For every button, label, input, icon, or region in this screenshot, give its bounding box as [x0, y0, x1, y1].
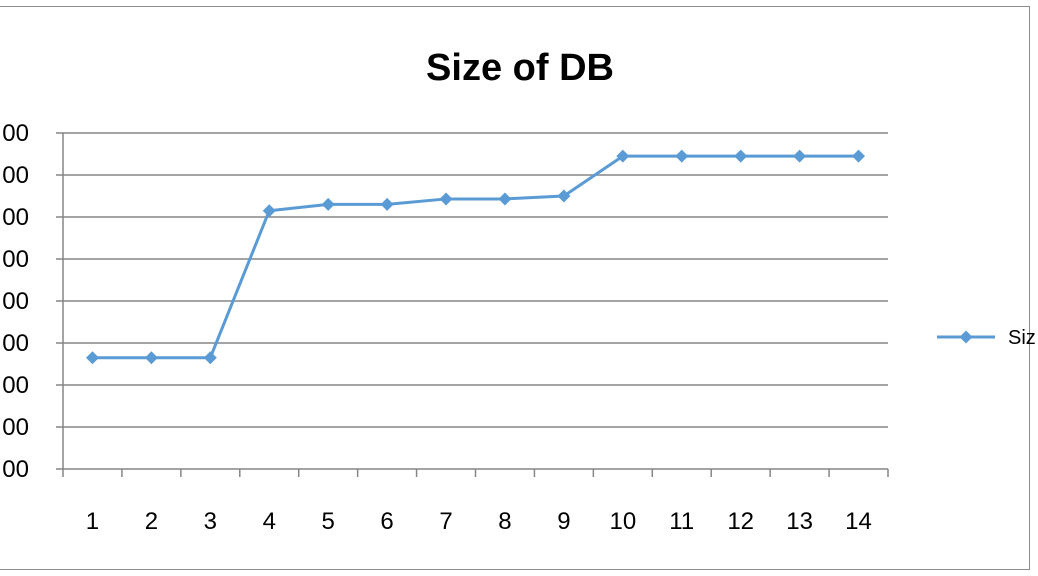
- chart-title: Size of DB: [426, 47, 614, 89]
- x-tick-label: 13: [786, 508, 813, 535]
- legend-label: Siz: [1008, 327, 1036, 349]
- data-point: [734, 149, 748, 163]
- x-tick-label: 6: [380, 508, 393, 535]
- y-tick-label: 00: [2, 456, 29, 483]
- y-tick-label: 00: [2, 204, 29, 231]
- x-tick-label: 11: [669, 508, 694, 535]
- y-tick-label: 00: [2, 372, 29, 399]
- y-tick-label: 00: [2, 414, 29, 441]
- x-tick-labels: 1 2 3 4 5 6 7 8 9 10 11 12 13 14: [86, 508, 872, 535]
- x-tick-label: 5: [321, 508, 334, 535]
- data-point: [439, 192, 453, 206]
- data-point: [852, 149, 866, 163]
- x-tick-label: 1: [86, 508, 99, 535]
- legend-marker: [959, 330, 973, 344]
- x-tick-label: 14: [845, 508, 872, 535]
- data-point: [144, 351, 158, 365]
- y-tick-label: 00: [2, 288, 29, 315]
- y-tick-labels: 00 00 00 00 00 00 00 00 00: [2, 120, 29, 483]
- data-point: [321, 197, 335, 211]
- x-tick-label: 3: [204, 508, 217, 535]
- x-tick-label: 12: [727, 508, 754, 535]
- series-line: [92, 154, 859, 360]
- data-point: [557, 189, 571, 203]
- data-point: [262, 204, 276, 218]
- data-point: [616, 149, 630, 163]
- data-point: [675, 149, 689, 163]
- data-point: [380, 197, 394, 211]
- x-tick-label: 8: [498, 508, 511, 535]
- y-tick-label: 00: [2, 162, 29, 189]
- data-point: [498, 192, 512, 206]
- grid-layer: [63, 132, 888, 428]
- y-tick-label: 00: [2, 120, 29, 147]
- data-point: [203, 351, 217, 365]
- series-layer: [85, 149, 866, 365]
- x-tick-label: 10: [609, 508, 636, 535]
- axis-layer: [56, 132, 889, 477]
- y-tick-label: 00: [2, 246, 29, 273]
- x-tick-label: 4: [263, 508, 276, 535]
- x-tick-label: 2: [145, 508, 158, 535]
- legend: Siz: [937, 327, 1036, 349]
- data-point: [793, 149, 807, 163]
- x-tick-label: 7: [439, 508, 452, 535]
- chart-frame: [0, 6, 1030, 570]
- x-tick-label: 9: [557, 508, 570, 535]
- y-tick-label: 00: [2, 330, 29, 357]
- data-point: [85, 351, 99, 365]
